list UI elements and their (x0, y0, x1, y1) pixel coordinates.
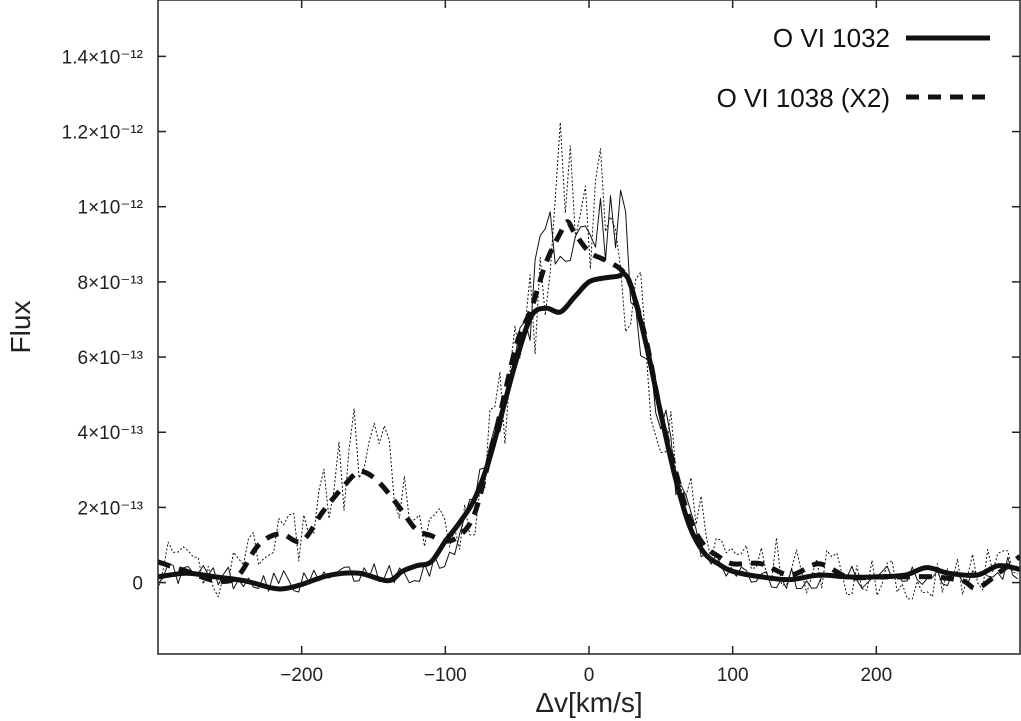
x-tick-label: 0 (584, 665, 595, 686)
legend-label-o-vi-1038: O VI 1038 (X2) (717, 83, 890, 113)
y-tick-label: 4×10⁻¹³ (78, 423, 143, 444)
y-tick-label: 1×10⁻¹² (78, 198, 143, 219)
y-tick-label: 8×10⁻¹³ (78, 273, 143, 294)
x-tick-label: −200 (280, 665, 323, 686)
y-tick-label: 1.4×10⁻¹² (62, 47, 143, 68)
legend-label-o-vi-1032: O VI 1032 (773, 23, 890, 53)
x-axis-title: Δv[km/s] (535, 687, 642, 718)
y-tick-label: 2×10⁻¹³ (78, 498, 143, 519)
legend: O VI 1032 O VI 1038 (X2) (717, 23, 990, 113)
ticks-layer (158, 0, 1020, 654)
x-tick-label: −100 (424, 665, 467, 686)
y-axis-title: Flux (5, 301, 36, 354)
y-tick-label: 0 (132, 574, 143, 595)
y-tick-label: 1.2×10⁻¹² (62, 123, 143, 144)
series-line-o-vi-1032 (158, 271, 1020, 592)
y-tick-label: 6×10⁻¹³ (78, 348, 143, 369)
tick-labels-layer: −200 −100 0 100 200 0 2×10⁻¹³ 4×10⁻¹³ 6×10⁻¹³ 8×1… (62, 47, 893, 686)
series-line-o-vi-1038-x2 (158, 219, 1020, 591)
series-layer (158, 122, 1020, 600)
x-tick-label: 100 (717, 665, 749, 686)
x-tick-label: 200 (860, 665, 892, 686)
